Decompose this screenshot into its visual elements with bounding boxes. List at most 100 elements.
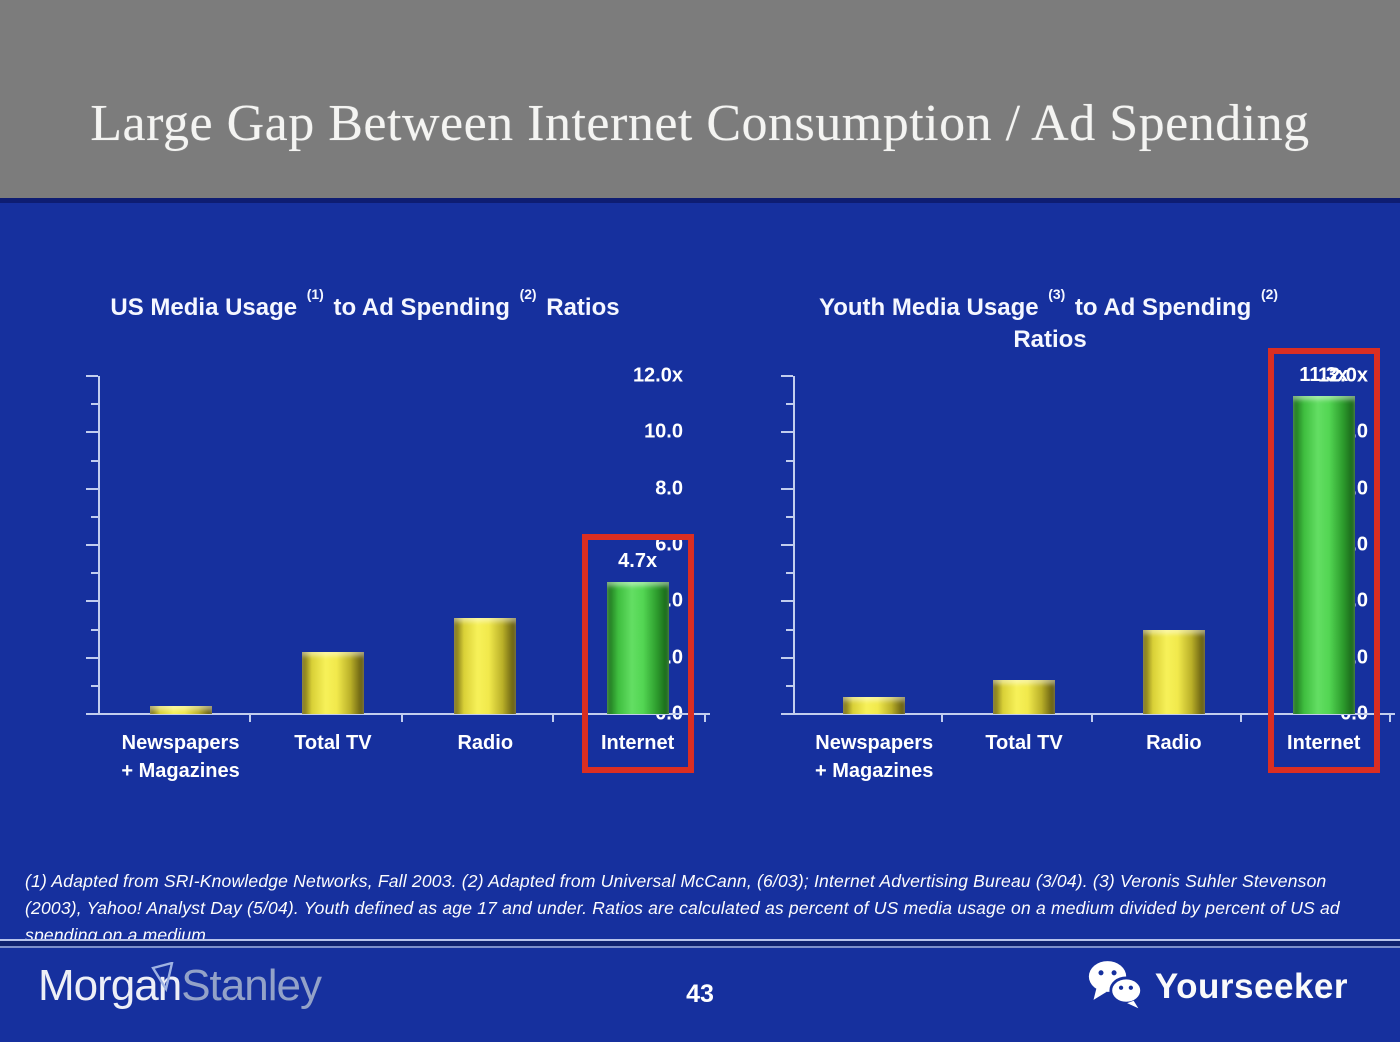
brand-part-stanley: Stanley — [181, 961, 322, 1010]
y-minor-tick — [786, 628, 793, 631]
y-tick — [86, 544, 98, 546]
highlight-box — [1267, 347, 1380, 773]
yourseeker-logo: Yourseeker — [1087, 958, 1348, 1015]
y-tick-label: 12.0x — [1317, 364, 1368, 387]
morgan-stanley-logo: MorganStanley — [38, 961, 322, 1010]
bar-value-label: 11.3x — [1299, 363, 1349, 386]
y-tick-label: 10.0 — [644, 420, 683, 443]
chart-title-text: US Media Usage — [110, 294, 298, 321]
y-minor-tick — [91, 684, 98, 687]
chart-title: US Media Usage (1) to Ad Spending (2) Ra… — [55, 286, 675, 324]
y-tick — [781, 487, 793, 490]
chart-title: Youth Media Usage (3) to Ad Spending (2)… — [755, 286, 1345, 357]
category-label: Internet — [1287, 732, 1361, 754]
footnote: (1) Adapted from SRI-Knowledge Networks,… — [25, 871, 1340, 946]
y-minor-tick — [91, 515, 98, 518]
bar — [1142, 629, 1205, 714]
y-minor-tick — [786, 515, 793, 518]
y-minor-tick — [786, 403, 793, 406]
x-axis-line — [98, 713, 710, 715]
chart-title-text: Youth Media Usage — [818, 294, 1039, 321]
footnote-ref: (3) — [1048, 286, 1066, 303]
x-tick — [1239, 714, 1242, 722]
y-tick — [86, 656, 98, 659]
bar — [1292, 395, 1355, 714]
chart-us-media-usage: US Media Usage (1) to Ad Spending (2) Ra… — [55, 278, 710, 790]
bar — [993, 680, 1056, 714]
category-label: Newspapers + Magazines — [121, 732, 240, 782]
category-label: Newspapers + Magazines — [814, 732, 934, 782]
bar — [149, 705, 212, 714]
y-tick — [781, 544, 793, 546]
bar — [606, 581, 669, 714]
x-tick — [248, 714, 251, 722]
slide-header: Large Gap Between Internet Consumption /… — [0, 0, 1400, 203]
category-label: Radio — [457, 732, 514, 754]
y-tick — [781, 656, 793, 659]
chart-title-text: Ratios — [1013, 326, 1087, 354]
slide-title: Large Gap Between Internet Consumption /… — [90, 95, 1310, 152]
bar-slot: Newspapers + Magazines — [799, 376, 949, 782]
y-minor-tick — [91, 403, 98, 406]
category-label: Total TV — [294, 732, 372, 754]
footnote-ref: (2) — [1261, 286, 1279, 303]
y-tick — [781, 600, 793, 603]
y-tick — [86, 375, 98, 377]
x-tick — [400, 714, 403, 722]
footnote-ref: (2) — [519, 286, 537, 303]
bar-slot: 11.3x Internet — [1249, 347, 1399, 773]
category-label: Radio — [1146, 732, 1202, 754]
chart-title-text: Ratios — [546, 294, 620, 321]
y-axis-line — [793, 376, 795, 714]
page-number: 43 — [686, 980, 714, 1008]
y-tick — [86, 431, 98, 434]
bar-value-label: 4.7x — [618, 549, 658, 572]
bar — [843, 697, 906, 714]
y-minor-tick — [91, 572, 98, 575]
y-minor-tick — [786, 459, 793, 462]
y-tick-label: 12.0x — [632, 364, 683, 387]
y-tick — [86, 713, 98, 715]
slide-footer: MorganStanley 43 Yourseeker — [0, 948, 1400, 1042]
chart-title-text: to Ad Spending — [1074, 294, 1252, 321]
bar — [301, 652, 364, 714]
wechat-icon — [1087, 958, 1143, 1015]
y-tick — [781, 431, 793, 434]
y-axis-line — [98, 376, 100, 714]
bar — [454, 618, 517, 714]
bar-slot: Total TV — [949, 376, 1099, 754]
chart-title-text: to Ad Spending — [333, 294, 510, 321]
y-tick — [86, 487, 98, 490]
y-minor-tick — [786, 684, 793, 687]
footnote-ref: (1) — [306, 286, 324, 303]
chart-youth-media-usage: Youth Media Usage (3) to Ad Spending (2)… — [755, 278, 1400, 790]
highlight-box — [581, 533, 694, 773]
y-minor-tick — [786, 572, 793, 575]
category-label: Internet — [600, 732, 675, 754]
morgan-stanley-triangle-icon — [150, 956, 174, 1000]
y-tick — [781, 713, 793, 715]
bar-slot: Radio — [1099, 376, 1249, 754]
brand-part-morgan: Morgan — [38, 961, 182, 1010]
x-tick — [941, 714, 944, 722]
footer-divider — [0, 939, 1400, 948]
x-tick — [1090, 714, 1093, 722]
x-tick — [704, 714, 706, 722]
y-minor-tick — [91, 628, 98, 631]
x-tick — [1389, 714, 1391, 722]
category-label: Total TV — [985, 732, 1063, 754]
bar-slot: 4.7x Internet — [563, 376, 713, 773]
yourseeker-label: Yourseeker — [1154, 966, 1348, 1006]
bar-slot: Newspapers + Magazines — [106, 376, 256, 782]
bar-slot: Total TV — [258, 376, 408, 754]
x-axis-line — [793, 713, 1395, 715]
y-tick — [86, 600, 98, 603]
bar-slot: Radio — [410, 376, 560, 754]
x-tick — [552, 714, 555, 722]
y-tick — [781, 375, 793, 377]
y-tick-label: 8.0 — [655, 477, 683, 500]
y-minor-tick — [91, 459, 98, 462]
